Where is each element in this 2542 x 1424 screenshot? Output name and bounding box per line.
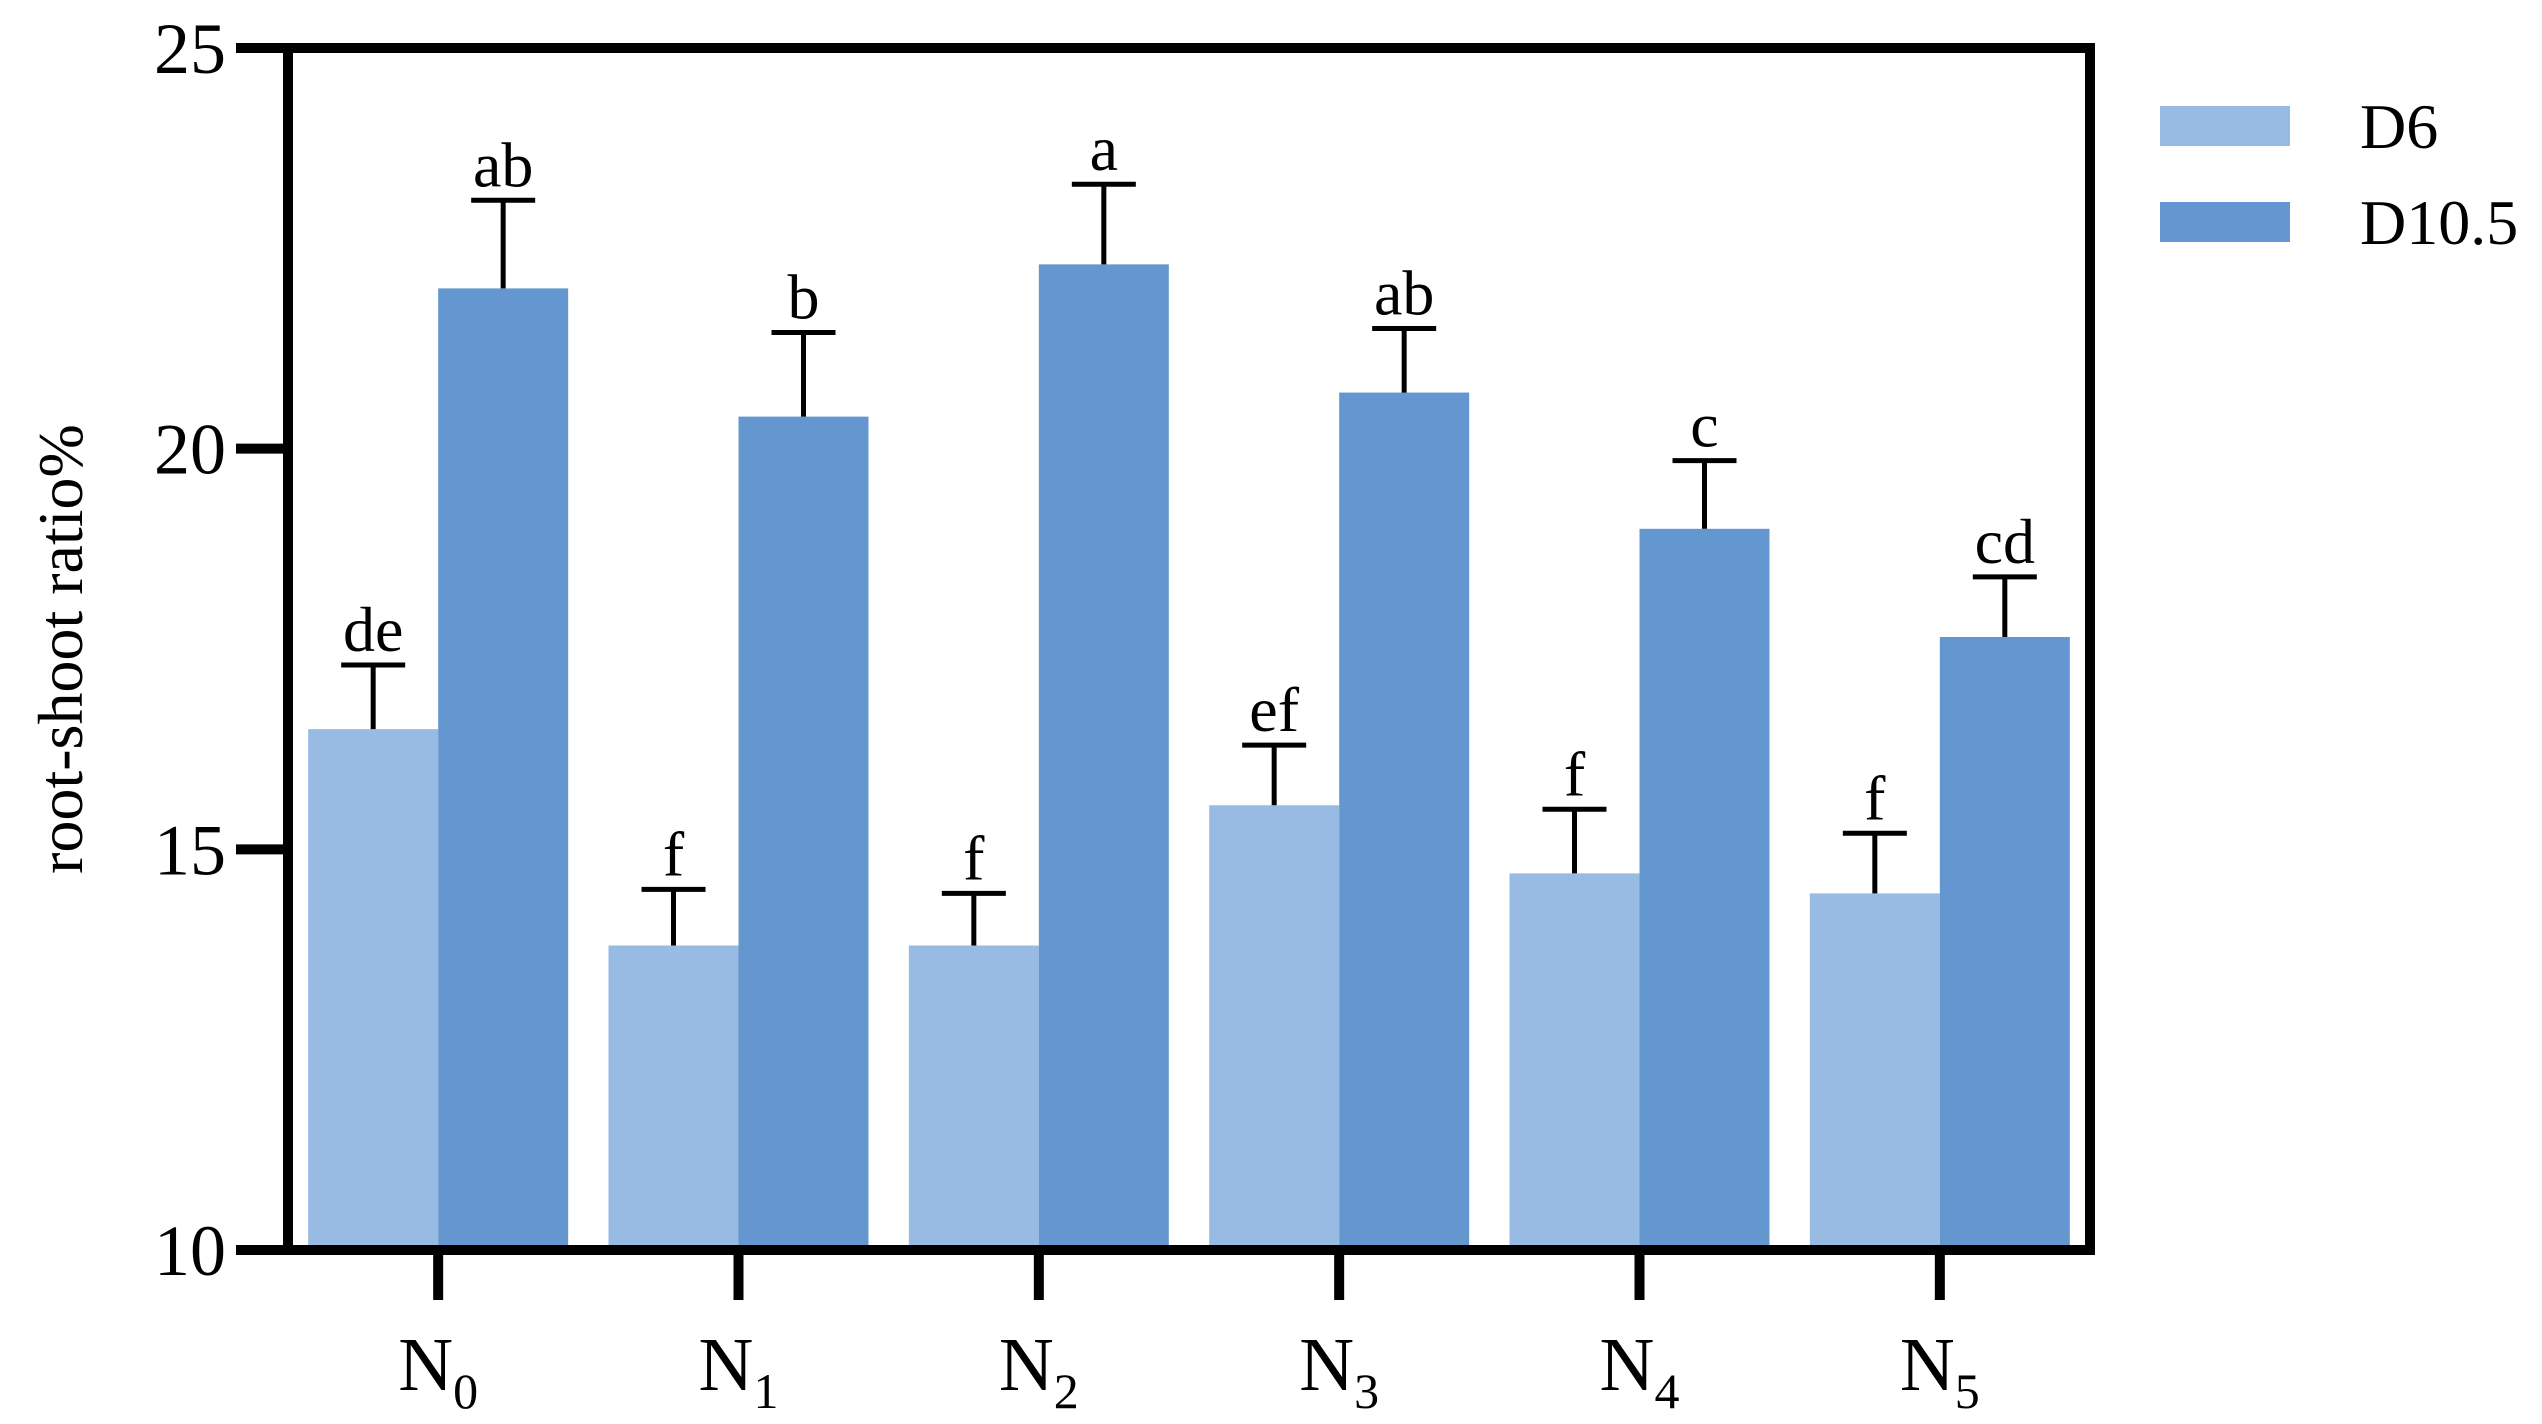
error-bar-d6-n4 [1542, 806, 1607, 874]
error-bar-d6-n0 [341, 662, 406, 730]
bar-d6-n5 [1809, 893, 1940, 1245]
error-bar-d6-n2 [941, 890, 1006, 946]
y-tick-label: 10 [154, 1211, 226, 1291]
bar-d6-n4 [1509, 873, 1640, 1245]
legend-swatch [2160, 202, 2290, 242]
error-bar-d10-5-n2 [1071, 181, 1136, 265]
bar-d10-5-n0 [438, 288, 569, 1245]
significance-label: f [1864, 762, 1886, 833]
plot-frame [283, 43, 2095, 1255]
significance-label: f [1564, 738, 1586, 809]
error-bar-d6-n3 [1242, 742, 1307, 806]
significance-label: cd [1975, 506, 2035, 577]
bar-d10-5-n5 [1939, 636, 2070, 1245]
legend-item-d10-5: D10.5 [2160, 187, 2518, 258]
bar-d6-n1 [608, 945, 739, 1245]
x-tick-label-n5: N5 [1900, 1323, 1980, 1419]
error-bar-d6-n1 [641, 886, 706, 946]
error-bar-d10-5-n3 [1372, 325, 1437, 393]
y-tick-label: 25 [154, 9, 226, 89]
legend-label: D6 [2360, 91, 2438, 162]
error-bar-d10-5-n5 [1972, 574, 2037, 637]
y-axis-title: root-shoot ratio% [25, 424, 96, 874]
x-tick-label-n1: N1 [699, 1323, 779, 1419]
y-tick-label: 15 [154, 810, 226, 890]
legend: D6 D10.5 [2160, 91, 2518, 258]
significance-label: f [663, 818, 685, 889]
error-bar-d10-5-n4 [1672, 458, 1737, 529]
x-tick-label-n3: N3 [1299, 1323, 1379, 1419]
x-tick-label-n0: N0 [398, 1323, 478, 1419]
error-bar-d10-5-n0 [471, 197, 536, 289]
legend-item-d6: D6 [2160, 91, 2438, 162]
significance-label: ab [1374, 257, 1434, 328]
x-tick-label-n4: N4 [1600, 1323, 1680, 1419]
bar-d10-5-n4 [1639, 528, 1770, 1245]
significance-label: ab [473, 129, 533, 200]
significance-label: ef [1249, 674, 1299, 745]
significance-label: a [1090, 113, 1118, 184]
significance-label: c [1690, 390, 1718, 461]
significance-label: de [343, 594, 403, 665]
bars-layer [308, 264, 2070, 1245]
x-axis: N0 N1 N2 N3 N4 N5 [398, 1250, 1980, 1419]
bar-d10-5-n3 [1339, 392, 1470, 1245]
error-bars-layer [341, 181, 2037, 946]
bar-d6-n2 [908, 945, 1039, 1245]
significance-label: b [788, 261, 820, 332]
x-tick-label-n2: N2 [999, 1323, 1079, 1419]
legend-label: D10.5 [2360, 187, 2518, 258]
significance-labels-layer: de ab f b f a ef ab f c f cd [343, 113, 2035, 893]
bar-d10-5-n2 [1038, 264, 1169, 1245]
legend-swatch [2160, 106, 2290, 146]
y-axis: 10 15 20 25 [154, 9, 288, 1291]
bar-d10-5-n1 [738, 416, 869, 1245]
significance-label: f [963, 822, 985, 893]
bar-d6-n3 [1209, 805, 1340, 1245]
error-bar-d6-n5 [1842, 830, 1907, 894]
bar-d6-n0 [308, 729, 439, 1245]
y-tick-label: 20 [154, 410, 226, 490]
error-bar-d10-5-n1 [771, 329, 836, 417]
